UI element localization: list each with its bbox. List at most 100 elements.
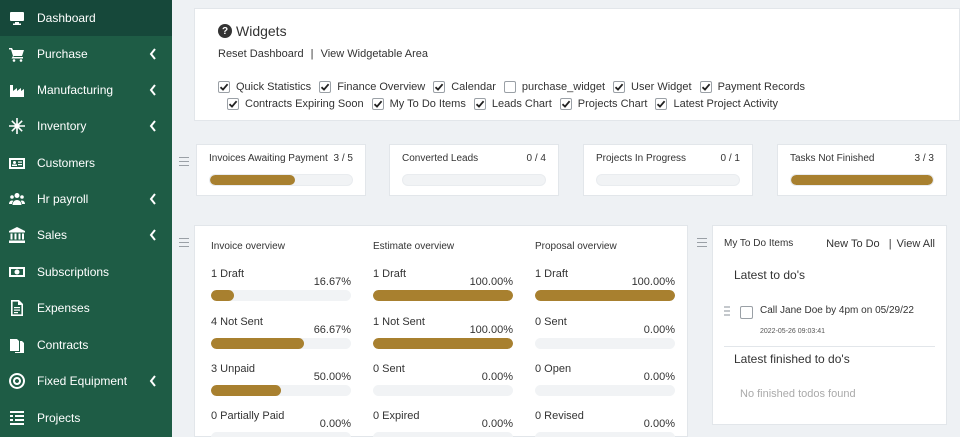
checkbox[interactable] [613,81,626,93]
checkbox[interactable] [699,81,712,93]
overview-row[interactable]: 0 Open 0.00% [535,363,675,403]
checkbox[interactable] [559,98,572,110]
overview-row[interactable]: 1 Draft 16.67% [211,268,351,308]
sidebar-item-purchase[interactable]: Purchase [0,36,172,72]
finished-todos-heading: Latest finished to do's [734,352,850,366]
overview-row[interactable]: 0 Partially Paid 0.00% [211,410,351,437]
sidebar-item-inventory[interactable]: Inventory [0,108,172,144]
overview-row[interactable]: 0 Expired 0.00% [373,410,513,437]
widget-option-calendar[interactable]: Calendar [433,81,496,93]
overview-row-percent: 0.00% [481,371,513,383]
overview-row-percent: 16.67% [313,276,351,288]
progress-track [373,338,513,349]
drag-handle-icon[interactable] [697,238,707,247]
new-todo-link[interactable]: New To Do [826,238,880,250]
widget-option-label: User Widget [631,81,692,93]
overview-row-label: 1 Draft [211,268,245,280]
overview-row-percent: 0.00% [643,418,675,430]
checkbox[interactable] [433,81,446,93]
widget-option-latest-project-activity[interactable]: Latest Project Activity [655,98,778,110]
widget-option-label: Latest Project Activity [673,98,779,110]
reset-dashboard-link[interactable]: Reset Dashboard [218,48,304,60]
list-icon [9,410,25,426]
progress-fill [373,338,513,349]
link-separator: | [888,238,892,250]
stat-card-invoices-awaiting-payment: Invoices Awaiting Payment 3 / 5 [196,144,366,196]
widgets-heading: ? Widgets [218,23,287,39]
sidebar-item-customers[interactable]: Customers [0,145,172,181]
overview-row[interactable]: 1 Draft 100.00% [373,268,513,308]
overview-row-label: 1 Not Sent [373,316,425,328]
checkbox[interactable] [319,81,332,93]
overview-row[interactable]: 0 Sent 0.00% [373,363,513,403]
widget-option-purchase-widget[interactable]: purchase_widget [503,81,605,93]
overview-row-percent: 100.00% [469,276,513,288]
widget-checkbox-row: Contracts Expiring Soon My To Do Items L… [227,98,786,110]
stat-card-tasks-not-finished: Tasks Not Finished 3 / 3 [777,144,947,196]
chevron-left-icon[interactable] [149,375,157,387]
chevron-left-icon[interactable] [149,120,157,132]
overview-row-label: 4 Not Sent [211,316,263,328]
overview-row-percent: 0.00% [643,371,675,383]
checkbox[interactable] [218,81,230,93]
chevron-left-icon[interactable] [149,84,157,96]
overview-row-label: 1 Draft [535,268,569,280]
widget-option-projects-chart[interactable]: Projects Chart [559,98,647,110]
monitor-icon [9,10,25,26]
drag-handle-icon[interactable] [179,238,189,247]
overview-row[interactable]: 0 Sent 0.00% [535,316,675,356]
sidebar-item-label: Purchase [37,47,88,61]
checkbox[interactable] [227,98,239,110]
sidebar-item-fixed-equipment[interactable]: Fixed Equipment [0,363,172,399]
stat-label: Converted Leads [402,153,479,164]
stat-label: Invoices Awaiting Payment [209,153,328,164]
chevron-left-icon[interactable] [149,193,157,205]
overview-row[interactable]: 1 Not Sent 100.00% [373,316,513,356]
progress-track [373,290,513,301]
sidebar-item-subscriptions[interactable]: Subscriptions [0,254,172,290]
widget-option-label: Contracts Expiring Soon [245,98,364,110]
invoice-overview-heading: Invoice overview [211,241,285,252]
overview-row[interactable]: 0 Revised 0.00% [535,410,675,437]
widget-option-finance-overview[interactable]: Finance Overview [319,81,425,93]
overview-row-percent: 0.00% [481,418,513,430]
sidebar-item-dashboard[interactable]: Dashboard [0,0,172,36]
sidebar-item-contracts[interactable]: Contracts [0,327,172,363]
sidebar-item-label: Sales [37,228,68,242]
widget-option-user-widget[interactable]: User Widget [613,81,692,93]
view-widgetable-area-link[interactable]: View Widgetable Area [320,48,429,60]
checkbox[interactable] [473,98,486,110]
widgets-links: Reset Dashboard | View Widgetable Area [218,48,428,60]
progress-track [535,290,675,301]
progress-track [211,338,351,349]
cart-icon [9,46,25,62]
sidebar-item-label: Subscriptions [37,265,110,279]
overview-row-label: 0 Sent [373,363,405,375]
widgets-panel: ? Widgets Reset Dashboard | View Widgeta… [194,8,960,121]
sidebar-item-label: Contracts [37,338,89,352]
chevron-left-icon[interactable] [149,229,157,241]
todo-checkbox[interactable] [740,306,753,319]
chevron-left-icon[interactable] [149,48,157,60]
overview-row[interactable]: 3 Unpaid 50.00% [211,363,351,403]
sidebar-item-sales[interactable]: Sales [0,217,172,253]
checkbox[interactable] [371,98,384,110]
widget-option-leads-chart[interactable]: Leads Chart [473,98,552,110]
sidebar-item-projects[interactable]: Projects [0,400,172,436]
sidebar-item-manufacturing[interactable]: Manufacturing [0,72,172,108]
view-all-link[interactable]: View All [896,238,935,250]
checkbox[interactable] [655,98,668,110]
drag-grip-icon[interactable] [724,306,730,318]
bank-icon [9,227,25,243]
widget-option-my-to-do-items[interactable]: My To Do Items [371,98,466,110]
widget-option-quick-statistics[interactable]: Quick Statistics [218,81,311,93]
sidebar-item-label: Inventory [37,119,87,133]
widget-option-payment-records[interactable]: Payment Records [699,81,805,93]
widget-option-contracts-expiring-soon[interactable]: Contracts Expiring Soon [227,98,364,110]
overview-row[interactable]: 1 Draft 100.00% [535,268,675,308]
drag-handle-icon[interactable] [179,157,189,166]
checkbox[interactable] [503,81,516,93]
sidebar-item-expenses[interactable]: Expenses [0,290,172,326]
sidebar-item-hr-payroll[interactable]: Hr payroll [0,181,172,217]
overview-row[interactable]: 4 Not Sent 66.67% [211,316,351,356]
